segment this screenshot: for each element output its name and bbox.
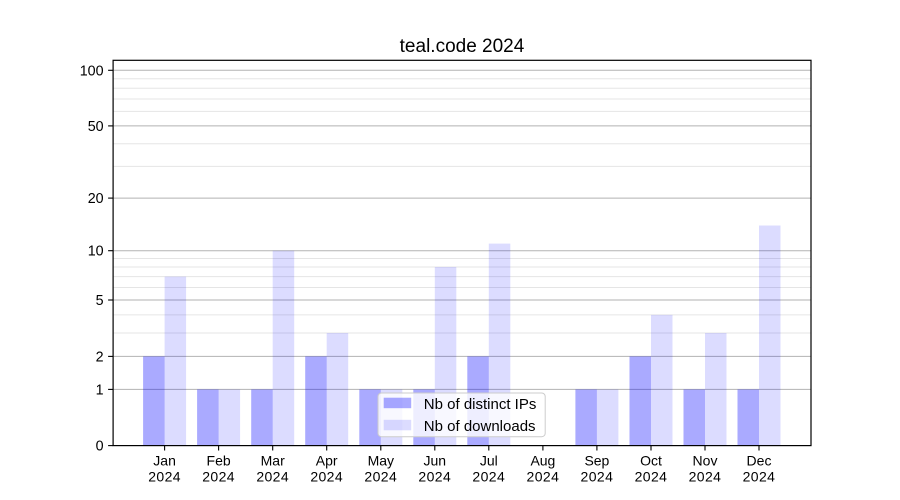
svg-text:Sep: Sep bbox=[584, 453, 609, 469]
svg-text:teal.code 2024: teal.code 2024 bbox=[400, 36, 525, 57]
svg-text:20: 20 bbox=[88, 191, 104, 207]
svg-text:Apr: Apr bbox=[316, 453, 338, 469]
svg-text:2024: 2024 bbox=[418, 468, 451, 484]
svg-text:Mar: Mar bbox=[261, 453, 285, 469]
svg-text:2024: 2024 bbox=[527, 468, 560, 484]
svg-text:100: 100 bbox=[80, 63, 104, 79]
svg-text:Jun: Jun bbox=[424, 453, 447, 469]
svg-text:Jan: Jan bbox=[153, 453, 176, 469]
svg-text:2024: 2024 bbox=[310, 468, 343, 484]
svg-text:Aug: Aug bbox=[530, 453, 555, 469]
svg-text:0: 0 bbox=[96, 439, 104, 455]
svg-text:1: 1 bbox=[96, 382, 104, 398]
svg-text:Nb of downloads: Nb of downloads bbox=[424, 418, 536, 435]
svg-text:2024: 2024 bbox=[743, 468, 776, 484]
svg-text:Nov: Nov bbox=[693, 453, 718, 469]
svg-text:2024: 2024 bbox=[256, 468, 289, 484]
svg-text:10: 10 bbox=[88, 244, 104, 260]
svg-text:2024: 2024 bbox=[635, 468, 668, 484]
svg-text:2024: 2024 bbox=[689, 468, 722, 484]
svg-text:2: 2 bbox=[96, 349, 104, 365]
svg-text:2024: 2024 bbox=[148, 468, 181, 484]
svg-text:Jul: Jul bbox=[480, 453, 498, 469]
svg-text:2024: 2024 bbox=[581, 468, 614, 484]
svg-text:50: 50 bbox=[88, 119, 104, 135]
svg-text:2024: 2024 bbox=[364, 468, 397, 484]
svg-text:Feb: Feb bbox=[207, 453, 231, 469]
svg-text:2024: 2024 bbox=[202, 468, 235, 484]
svg-text:Nb of distinct IPs: Nb of distinct IPs bbox=[424, 396, 537, 413]
svg-text:May: May bbox=[368, 453, 394, 469]
svg-text:2024: 2024 bbox=[472, 468, 505, 484]
svg-text:Oct: Oct bbox=[640, 453, 662, 469]
svg-text:Dec: Dec bbox=[747, 453, 772, 469]
svg-text:5: 5 bbox=[96, 293, 104, 309]
